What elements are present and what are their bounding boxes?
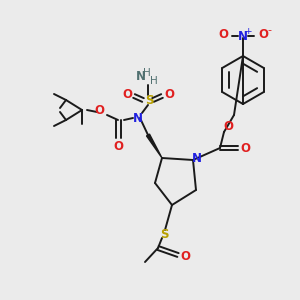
Text: N: N	[192, 152, 202, 164]
Text: N: N	[238, 29, 248, 43]
Text: O: O	[258, 28, 268, 40]
Text: O: O	[223, 121, 233, 134]
Text: N: N	[136, 70, 146, 83]
Text: O: O	[113, 140, 123, 152]
Text: O: O	[218, 28, 228, 40]
Text: H: H	[143, 68, 151, 78]
Polygon shape	[146, 134, 162, 158]
Text: N: N	[133, 112, 143, 125]
Text: O: O	[122, 88, 132, 100]
Text: O: O	[164, 88, 174, 100]
Text: +: +	[244, 28, 252, 37]
Text: O: O	[180, 250, 190, 263]
Text: H: H	[150, 76, 158, 86]
Text: O: O	[240, 142, 250, 154]
Text: O: O	[94, 104, 104, 118]
Text: -: -	[267, 25, 271, 35]
Text: S: S	[145, 94, 153, 106]
Text: S: S	[160, 227, 168, 241]
